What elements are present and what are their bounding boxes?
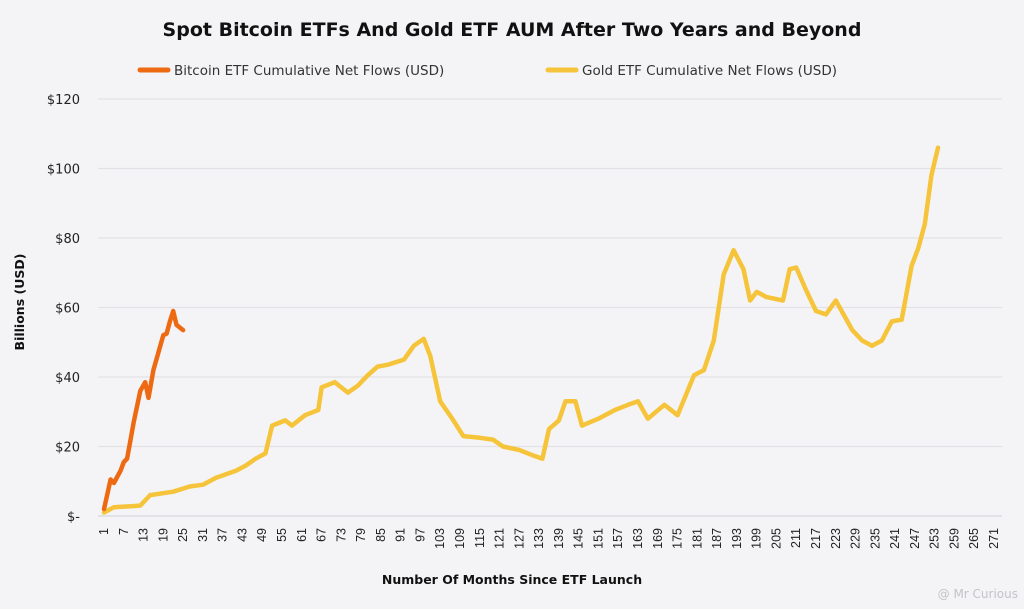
y-tick-label: $100: [47, 163, 80, 178]
x-tick-label: 133: [532, 528, 546, 549]
y-tick-label: $-: [67, 510, 80, 525]
x-tick-label: 109: [453, 528, 467, 549]
x-tick-label: 37: [216, 528, 230, 542]
x-tick-label: 223: [829, 528, 843, 549]
x-tick-label: 151: [591, 528, 605, 549]
x-tick-label: 97: [413, 528, 427, 542]
x-tick-label: 31: [196, 528, 210, 542]
x-tick-label: 211: [789, 528, 803, 548]
chart-title: Spot Bitcoin ETFs And Gold ETF AUM After…: [163, 19, 862, 41]
x-tick-label: 181: [690, 528, 704, 549]
x-tick-label: 145: [572, 528, 586, 549]
x-tick-label: 49: [255, 528, 269, 542]
x-tick-label: 163: [631, 528, 645, 549]
x-tick-label: 103: [433, 528, 447, 549]
x-tick-label: 79: [354, 528, 368, 542]
x-tick-label: 265: [967, 528, 981, 549]
x-tick-label: 115: [473, 528, 487, 548]
x-tick-label: 175: [671, 528, 685, 549]
x-tick-label: 127: [512, 528, 526, 549]
gold-series-line: [101, 145, 941, 515]
y-tick-label: $120: [47, 93, 80, 108]
series-lines: [101, 145, 941, 515]
x-tick-label: 187: [710, 528, 724, 549]
y-axis: $- $20 $40 $60 $80 $100 $120: [47, 93, 80, 525]
x-tick-label: 85: [374, 528, 388, 542]
x-tick-label: 13: [137, 528, 151, 542]
x-tick-label: 7: [117, 528, 131, 535]
x-tick-label: 169: [651, 528, 665, 549]
x-axis-label: Number Of Months Since ETF Launch: [382, 572, 642, 587]
x-axis: 1 7 13 19 25 31 37 43 49 55 61 67 73 79 85 91 97 103 109 11…: [97, 528, 1001, 549]
y-tick-label: $40: [55, 371, 80, 386]
y-tick-label: $20: [55, 441, 80, 456]
x-tick-label: 61: [295, 528, 309, 542]
gridlines: [98, 98, 1002, 517]
x-tick-label: 121: [493, 528, 507, 549]
watermark: @ Mr Curious: [938, 587, 1018, 601]
x-tick-label: 67: [315, 528, 329, 542]
y-tick-label: $80: [55, 232, 80, 247]
x-tick-label: 241: [888, 528, 902, 549]
x-tick-label: 199: [750, 528, 764, 549]
x-tick-label: 229: [849, 528, 863, 549]
x-tick-label: 271: [987, 528, 1001, 549]
y-tick-label: $60: [55, 302, 80, 317]
x-tick-label: 91: [394, 528, 408, 542]
x-tick-label: 217: [809, 528, 823, 549]
x-tick-label: 235: [868, 528, 882, 549]
x-tick-label: 73: [334, 528, 348, 542]
x-tick-label: 253: [928, 528, 942, 549]
legend-label-bitcoin: Bitcoin ETF Cumulative Net Flows (USD): [174, 63, 444, 79]
legend-label-gold: Gold ETF Cumulative Net Flows (USD): [582, 63, 837, 79]
x-tick-label: 157: [611, 528, 625, 549]
x-tick-label: 25: [176, 528, 190, 542]
x-tick-label: 55: [275, 528, 289, 542]
x-tick-label: 19: [156, 528, 170, 542]
x-tick-label: 139: [552, 528, 566, 549]
x-tick-label: 247: [908, 528, 922, 549]
x-tick-label: 259: [947, 528, 961, 549]
x-tick-label: 1: [97, 528, 111, 535]
x-tick-label: 43: [235, 528, 249, 542]
legend: Bitcoin ETF Cumulative Net Flows (USD) G…: [137, 63, 837, 79]
y-axis-label: Billions (USD): [12, 254, 27, 351]
x-tick-label: 193: [730, 528, 744, 549]
x-tick-label: 205: [769, 528, 783, 549]
bitcoin-series-line: [101, 308, 186, 512]
